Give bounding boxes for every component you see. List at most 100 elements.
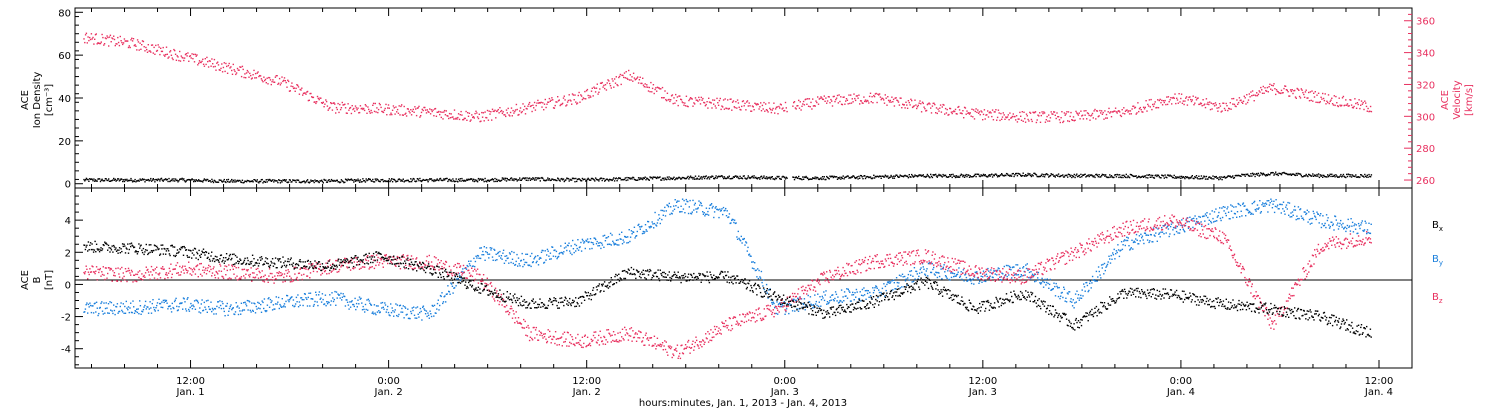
velocity-point <box>1048 120 1051 122</box>
by-point <box>229 305 231 308</box>
velocity-point <box>1037 114 1039 116</box>
density-point <box>462 179 464 182</box>
density-point <box>665 178 668 181</box>
by-point <box>360 297 362 300</box>
velocity-point <box>982 113 985 116</box>
velocity-point <box>1206 103 1208 105</box>
by-point <box>1158 232 1161 234</box>
density-point <box>406 179 409 182</box>
velocity-point <box>422 109 424 112</box>
by-point <box>320 297 322 299</box>
velocity-point <box>826 100 829 102</box>
velocity-point <box>827 96 830 98</box>
density-point <box>443 179 446 181</box>
velocity-point <box>1035 121 1038 124</box>
velocity-point <box>916 107 918 110</box>
by-point <box>1140 233 1142 235</box>
by-point <box>559 252 561 254</box>
by-point <box>264 310 266 312</box>
by-point <box>592 243 595 246</box>
velocity-point <box>638 79 641 81</box>
velocity-point <box>867 100 869 102</box>
velocity-point <box>961 112 963 115</box>
by-point <box>1226 208 1228 210</box>
by-point <box>1216 216 1219 218</box>
density-point <box>564 179 566 182</box>
by-point <box>784 313 786 315</box>
velocity-point <box>409 112 411 114</box>
density-point <box>783 176 786 179</box>
density-point <box>584 178 586 180</box>
density-point <box>1199 177 1202 180</box>
density-point <box>1072 176 1075 178</box>
density-point <box>1330 175 1332 178</box>
by-point <box>938 272 940 274</box>
velocity-point <box>984 118 986 120</box>
velocity-point <box>462 118 465 121</box>
density-point <box>712 175 714 178</box>
by-point <box>583 241 586 243</box>
density-point <box>1363 176 1365 178</box>
by-point <box>883 283 885 285</box>
by-point <box>338 294 340 296</box>
by-point <box>193 300 196 302</box>
by-point <box>545 259 547 261</box>
by-point <box>199 307 201 309</box>
density-point <box>454 180 456 183</box>
by-point <box>288 300 290 303</box>
velocity-point <box>226 72 229 74</box>
density-point <box>778 175 780 178</box>
by-point <box>1265 202 1267 204</box>
velocity-point <box>620 83 622 86</box>
velocity-point <box>604 87 606 90</box>
by-point <box>1268 200 1270 202</box>
velocity-point <box>1116 112 1118 114</box>
density-point <box>533 179 536 181</box>
velocity-point <box>1160 102 1162 104</box>
velocity-point <box>1176 99 1179 101</box>
velocity-point <box>840 96 842 98</box>
velocity-point <box>397 112 400 114</box>
by-point <box>699 201 702 204</box>
velocity-point <box>457 116 459 119</box>
velocity-point <box>489 113 491 115</box>
density-point <box>97 178 99 180</box>
density-point <box>263 180 265 183</box>
velocity-point <box>1041 111 1043 113</box>
by-point <box>632 231 635 233</box>
density-point <box>506 177 508 180</box>
by-point <box>1205 215 1207 217</box>
density-point <box>958 176 961 178</box>
velocity-point <box>1055 117 1057 120</box>
velocity-point <box>1083 110 1085 112</box>
velocity-point <box>1301 89 1303 91</box>
density-point <box>732 176 735 178</box>
density-point <box>1148 174 1151 176</box>
by-point <box>860 294 863 296</box>
by-point <box>876 287 878 289</box>
velocity-point <box>1265 90 1268 92</box>
density-point <box>158 178 160 181</box>
velocity-point <box>223 62 225 64</box>
velocity-point <box>131 37 133 39</box>
density-point <box>309 181 311 183</box>
by-point <box>635 235 638 237</box>
by-point <box>350 301 353 303</box>
by-point <box>338 294 341 296</box>
by-point <box>92 312 95 314</box>
by-point <box>958 267 960 269</box>
by-point <box>739 239 741 241</box>
density-point <box>105 178 107 180</box>
velocity-point <box>405 112 407 114</box>
density-point <box>1092 176 1094 178</box>
by-point <box>706 213 708 216</box>
by-point <box>423 308 425 310</box>
by-point <box>732 218 734 221</box>
velocity-point <box>496 110 499 112</box>
by-point <box>621 231 623 233</box>
by-point <box>1180 224 1182 227</box>
by-point <box>274 303 277 305</box>
velocity-point <box>792 105 794 107</box>
velocity-point <box>585 98 587 100</box>
velocity-point <box>1136 112 1138 114</box>
